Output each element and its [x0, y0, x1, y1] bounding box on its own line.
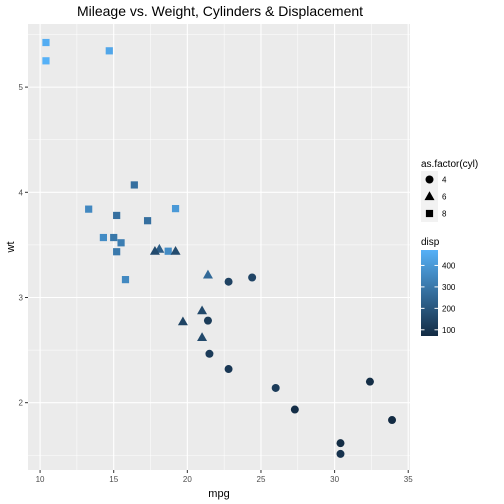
- data-point: [205, 349, 214, 358]
- shape-legend-title: as.factor(cyl): [421, 159, 478, 170]
- data-point: [203, 316, 212, 325]
- data-point: [113, 211, 121, 220]
- data-point: [388, 416, 397, 425]
- color-legend-label: 100: [442, 326, 456, 335]
- shape-legend-key-circle: [425, 175, 434, 184]
- data-point: [117, 239, 125, 247]
- shape-legend: as.factor(cyl) 4 6 8: [421, 159, 478, 222]
- y-tick-label: 4: [19, 188, 24, 197]
- data-point: [42, 38, 50, 47]
- data-point: [336, 439, 345, 448]
- data-point: [336, 449, 345, 458]
- data-point: [197, 305, 208, 315]
- data-point: [143, 217, 152, 225]
- data-point: [224, 365, 233, 374]
- data-point: [105, 47, 113, 55]
- data-point: [271, 383, 280, 392]
- shape-legend-label: 6: [442, 193, 447, 202]
- data-point: [121, 276, 130, 284]
- data-point: [170, 246, 181, 255]
- data-point: [202, 269, 213, 279]
- data-point: [164, 247, 172, 255]
- data-point: [365, 377, 374, 386]
- color-legend-title: disp: [421, 237, 440, 248]
- data-point: [177, 316, 188, 326]
- data-point: [248, 273, 257, 282]
- shape-legend-label: 4: [442, 176, 447, 185]
- data-point: [290, 405, 299, 414]
- x-tick-label: 10: [36, 475, 45, 484]
- color-legend-label: 300: [442, 283, 456, 292]
- x-tick-label: 35: [404, 475, 413, 484]
- x-tick-label: 25: [257, 475, 266, 484]
- shape-legend-label: 8: [442, 210, 447, 219]
- color-legend-bar: [421, 250, 438, 336]
- color-legend: disp 100 200 300 400: [421, 237, 456, 336]
- y-tick-label: 5: [19, 83, 24, 92]
- shape-legend-key-square: [425, 209, 434, 218]
- y-axis-title: wt: [5, 242, 17, 254]
- data-point: [171, 205, 180, 213]
- plot-panel: [28, 24, 410, 470]
- data-point: [113, 248, 121, 256]
- data-points: [42, 38, 397, 458]
- data-point: [110, 233, 118, 242]
- data-point: [85, 205, 93, 213]
- y-tick-label: 2: [19, 399, 24, 408]
- data-point: [224, 277, 233, 286]
- chart-title: Mileage vs. Weight, Cylinders & Displace…: [77, 3, 363, 19]
- x-tick-label: 15: [109, 475, 118, 484]
- data-point: [42, 57, 50, 65]
- y-axis: 2 3 4 5: [19, 83, 28, 408]
- color-legend-label: 400: [442, 261, 456, 270]
- data-point: [99, 233, 107, 242]
- x-axis-title: mpg: [208, 488, 229, 500]
- color-legend-label: 200: [442, 304, 456, 313]
- x-tick-label: 20: [183, 475, 192, 484]
- data-point: [130, 181, 138, 189]
- grid: [28, 24, 410, 470]
- x-tick-label: 30: [330, 475, 339, 484]
- x-axis: 10 15 20 25 30 35: [36, 470, 413, 484]
- data-point: [197, 332, 208, 342]
- shape-legend-key-triangle: [424, 191, 435, 201]
- y-tick-label: 3: [19, 293, 24, 302]
- data-point: [149, 246, 160, 255]
